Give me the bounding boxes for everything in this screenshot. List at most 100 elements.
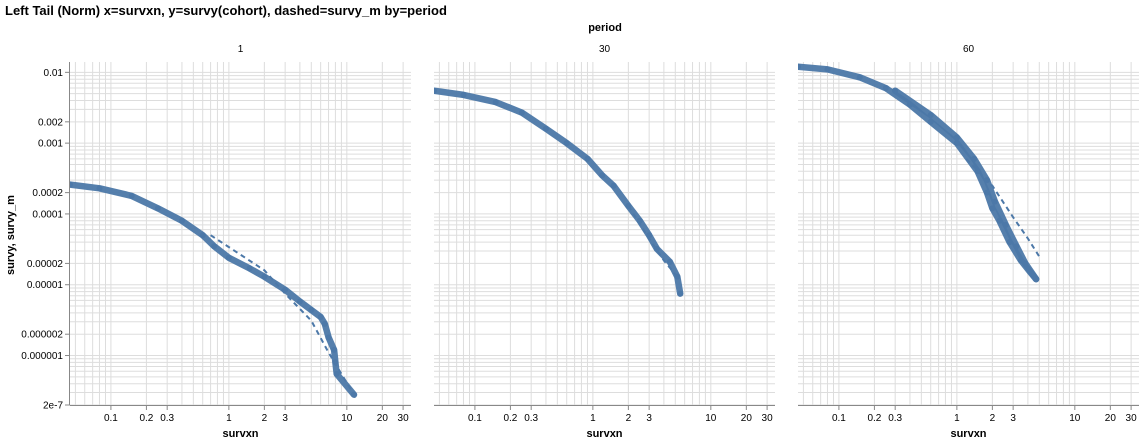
panel-60: 60 0.1 0.2 0.3 1 2 3 10 20 30 survxn [798, 44, 1139, 440]
x-tick-label: 3 [282, 413, 288, 424]
x-tick-label: 20 [1105, 413, 1117, 424]
panel-label: 60 [963, 44, 975, 55]
x-axis-title: survxn [222, 428, 258, 440]
y-axis-title: survy, survy_m [5, 195, 17, 275]
panel-30: 30 0.1 0.2 0.3 1 2 3 10 20 30 survxn [434, 44, 775, 440]
data-point [296, 298, 303, 305]
data-point [584, 155, 591, 162]
x-tick-label: 30 [1126, 413, 1138, 424]
x-tick-label: 30 [762, 413, 774, 424]
panel-label: 30 [599, 44, 611, 55]
x-tick-label: 0.3 [888, 413, 902, 424]
x-axis-title: survxn [586, 428, 622, 440]
x-tick-label: 0.3 [160, 413, 174, 424]
data-point [154, 205, 161, 212]
data-point [892, 87, 899, 94]
data-point [70, 181, 73, 188]
chart-title: Left Tail (Norm) x=survxn, y=survy(cohor… [5, 3, 447, 18]
y-tick-label: 0.0001 [32, 209, 63, 220]
gridlines [434, 62, 775, 406]
data-point [317, 314, 324, 321]
data-point [599, 172, 606, 179]
data-point [321, 320, 328, 327]
x-tick-label: 2 [626, 413, 632, 424]
data-point [199, 232, 206, 239]
x-tick-label: 0.3 [524, 413, 538, 424]
series-line-dashed [210, 234, 355, 396]
x-tick-label: 3 [1010, 413, 1016, 424]
x-tick-label: 2 [990, 413, 996, 424]
series-line-solid [891, 87, 1040, 283]
data-point [927, 111, 934, 118]
facet-panels: 1 2e-7 0.000001 0.000002 0.00001 0.00002 0.000… [21, 44, 1139, 440]
x-tick-label: 10 [341, 413, 353, 424]
y-tick-label: 0.00001 [27, 280, 64, 291]
facet-title: period [588, 22, 622, 34]
data-point [246, 265, 253, 272]
data-point [434, 87, 437, 94]
x-axis-title: survxn [950, 428, 986, 440]
data-point [1033, 276, 1040, 283]
x-tick-label: 20 [377, 413, 389, 424]
series-line-dashed [627, 205, 680, 280]
data-point [953, 134, 960, 141]
y-tick-label: 0.0002 [32, 188, 63, 199]
data-point [882, 85, 889, 92]
x-tick-label: 10 [705, 413, 717, 424]
series-group [434, 87, 684, 297]
y-tick-label: 0.000002 [21, 330, 63, 341]
data-point [325, 334, 332, 341]
x-tick-label: 10 [1069, 413, 1081, 424]
x-tick-label: 0.2 [139, 413, 153, 424]
data-point [798, 63, 801, 70]
data-point [677, 290, 684, 297]
y-tick-label: 0.002 [38, 117, 63, 128]
data-point [563, 140, 570, 147]
x-tick-label: 0.2 [867, 413, 881, 424]
x-tick-label: 0.2 [503, 413, 517, 424]
data-point [1022, 260, 1029, 267]
data-point [824, 66, 831, 73]
y-tick-label: 0.00002 [27, 259, 64, 270]
data-point [331, 346, 338, 353]
data-point [610, 182, 617, 189]
data-point [96, 185, 103, 192]
x-tick-label: 3 [646, 413, 652, 424]
data-point [492, 99, 499, 106]
gridlines [70, 62, 411, 406]
x-tick-label: 1 [954, 413, 960, 424]
x-tick-label: 2 [262, 413, 268, 424]
x-tick-label: 0.1 [468, 413, 482, 424]
gridlines [798, 62, 1139, 406]
data-point [991, 198, 998, 205]
series-group [70, 181, 358, 398]
data-point [666, 258, 673, 265]
y-tick-label: 0.001 [38, 139, 63, 150]
data-point [518, 109, 525, 116]
series-group [798, 63, 1041, 283]
y-tick-label: 0.01 [44, 68, 64, 79]
data-point [971, 155, 978, 162]
data-point [128, 192, 135, 199]
data-point [178, 217, 185, 224]
x-tick-label: 0.1 [832, 413, 846, 424]
x-tick-label: 1 [590, 413, 596, 424]
data-point [261, 273, 268, 280]
data-point [1013, 243, 1020, 250]
data-point [211, 243, 218, 250]
x-tick-label: 1 [226, 413, 232, 424]
data-point [333, 370, 340, 377]
series-line-dashed [965, 158, 1041, 258]
series-line-solid [434, 87, 684, 297]
data-point [225, 254, 232, 261]
data-point [542, 125, 549, 132]
x-tick-label: 30 [398, 413, 410, 424]
y-tick-label: 0.000001 [21, 351, 63, 362]
panel-label: 1 [238, 44, 244, 55]
x-tick-label: 0.1 [104, 413, 118, 424]
data-point [460, 91, 467, 98]
panel-1: 1 2e-7 0.000001 0.000002 0.00001 0.00002 0.000… [21, 44, 411, 440]
data-point [308, 306, 315, 313]
y-tick-label: 2e-7 [43, 401, 63, 412]
